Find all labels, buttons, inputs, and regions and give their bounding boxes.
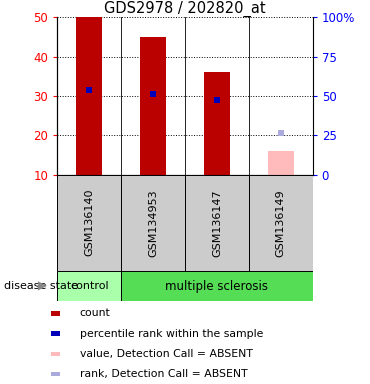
Text: control: control — [70, 281, 108, 291]
Bar — [51, 351, 60, 356]
Bar — [51, 372, 60, 376]
Text: count: count — [80, 308, 111, 318]
Bar — [57, 175, 121, 271]
Text: GSM136149: GSM136149 — [276, 189, 286, 257]
Text: GSM136147: GSM136147 — [212, 189, 222, 257]
Bar — [268, 151, 293, 175]
Bar — [77, 17, 102, 175]
Bar — [121, 271, 313, 301]
Text: GSM136140: GSM136140 — [84, 189, 94, 257]
Bar — [204, 73, 230, 175]
Bar — [185, 175, 249, 271]
Text: value, Detection Call = ABSENT: value, Detection Call = ABSENT — [80, 349, 253, 359]
Text: disease state: disease state — [4, 281, 78, 291]
Bar — [121, 175, 185, 271]
Text: GSM134953: GSM134953 — [148, 189, 158, 257]
Text: percentile rank within the sample: percentile rank within the sample — [80, 329, 263, 339]
Title: GDS2978 / 202820_at: GDS2978 / 202820_at — [104, 1, 266, 17]
Bar — [51, 331, 60, 336]
Bar — [51, 311, 60, 316]
Bar — [249, 175, 313, 271]
Bar — [140, 37, 166, 175]
Text: ▶: ▶ — [38, 280, 47, 293]
Text: multiple sclerosis: multiple sclerosis — [165, 280, 268, 293]
Text: rank, Detection Call = ABSENT: rank, Detection Call = ABSENT — [80, 369, 248, 379]
Bar — [57, 271, 121, 301]
